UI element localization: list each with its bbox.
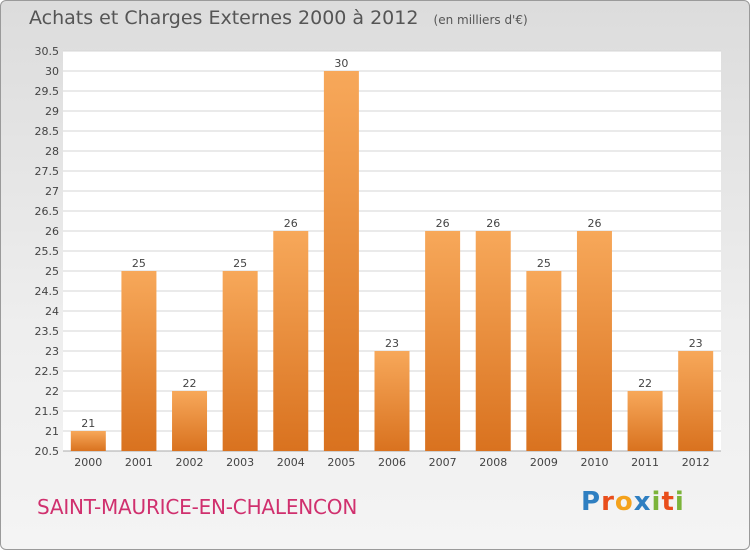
y-tick-label: 25 — [45, 265, 59, 278]
y-tick-label: 30.5 — [35, 45, 60, 58]
bar-2011 — [627, 391, 663, 451]
bar-2010 — [576, 231, 612, 451]
title-row: Achats et Charges Externes 2000 à 2012 (… — [29, 7, 528, 29]
x-tick-label-2007: 2007 — [429, 456, 457, 469]
data-label-2009: 25 — [537, 257, 551, 270]
y-tick-label: 20.5 — [35, 445, 60, 458]
y-tick-label: 27 — [45, 185, 59, 198]
data-label-2001: 25 — [132, 257, 146, 270]
logo-letter: r — [601, 487, 615, 517]
x-tick-label-2004: 2004 — [277, 456, 305, 469]
data-label-2010: 26 — [587, 217, 601, 230]
x-tick-label-2003: 2003 — [226, 456, 254, 469]
data-label-2007: 26 — [436, 217, 450, 230]
city-name: SAINT-MAURICE-EN-CHALENCON — [37, 495, 358, 519]
y-tick-label: 27.5 — [35, 165, 60, 178]
x-tick-label-2001: 2001 — [125, 456, 153, 469]
y-tick-label: 29 — [45, 105, 59, 118]
data-label-2004: 26 — [284, 217, 298, 230]
logo-letter: x — [633, 487, 652, 517]
x-tick-label-2012: 2012 — [682, 456, 710, 469]
logo-letter: t — [661, 487, 675, 517]
y-tick-label: 22.5 — [35, 365, 60, 378]
logo-letter: i — [651, 487, 662, 517]
x-tick-label-2011: 2011 — [631, 456, 659, 469]
bar-2009 — [526, 271, 562, 451]
chart-title: Achats et Charges Externes 2000 à 2012 — [29, 7, 419, 29]
proxiti-logo[interactable]: Proxiti — [581, 487, 685, 517]
bar-2003 — [222, 271, 258, 451]
x-axis-labels: 2000 2001 2002 2003 2004 2005 2006 2007 2008 2009… — [74, 456, 709, 469]
y-tick-label: 26.5 — [35, 205, 60, 218]
y-tick-label: 25.5 — [35, 245, 60, 258]
y-tick-label: 21 — [45, 425, 59, 438]
bar-2007 — [425, 231, 461, 451]
logo-letter: P — [581, 487, 602, 517]
bar-2001 — [121, 271, 157, 451]
y-tick-label: 24 — [45, 305, 59, 318]
x-tick-label-2008: 2008 — [479, 456, 507, 469]
bar-2008 — [475, 231, 511, 451]
x-tick-label-2002: 2002 — [176, 456, 204, 469]
y-tick-label: 21.5 — [35, 405, 60, 418]
x-tick-label-2000: 2000 — [74, 456, 102, 469]
y-tick-label: 30 — [45, 65, 59, 78]
y-tick-label: 23.5 — [35, 325, 60, 338]
bar-2002 — [172, 391, 208, 451]
y-tick-label: 22 — [45, 385, 59, 398]
x-tick-label-2009: 2009 — [530, 456, 558, 469]
bar-2012 — [678, 351, 714, 451]
y-tick-label: 29.5 — [35, 85, 60, 98]
data-label-2008: 26 — [486, 217, 500, 230]
y-tick-label: 24.5 — [35, 285, 60, 298]
data-label-2006: 23 — [385, 337, 399, 350]
x-tick-label-2010: 2010 — [580, 456, 608, 469]
logo-letter: i — [674, 487, 685, 517]
data-label-2000: 21 — [81, 417, 95, 430]
logo-letter: o — [614, 487, 634, 517]
x-tick-label-2005: 2005 — [327, 456, 355, 469]
y-axis-ticks: 20.5 21 21.5 22 22.5 23 23.5 24 24.5 25 25.5 26 26.5… — [35, 45, 60, 458]
chart-unit-note: (en milliers d'€) — [433, 13, 528, 27]
y-tick-label: 23 — [45, 345, 59, 358]
bar-2006 — [374, 351, 410, 451]
bar-2004 — [273, 231, 309, 451]
y-tick-label: 26 — [45, 225, 59, 238]
bar-2005 — [323, 71, 359, 451]
bars — [70, 71, 714, 451]
data-labels: 21 25 22 25 26 30 23 26 26 25 26 22 23 — [81, 57, 702, 430]
data-label-2003: 25 — [233, 257, 247, 270]
data-label-2005: 30 — [334, 57, 348, 70]
data-label-2002: 22 — [183, 377, 197, 390]
bar-2000 — [70, 431, 106, 451]
y-tick-label: 28.5 — [35, 125, 60, 138]
y-tick-label: 28 — [45, 145, 59, 158]
data-label-2011: 22 — [638, 377, 652, 390]
x-tick-label-2006: 2006 — [378, 456, 406, 469]
data-label-2012: 23 — [689, 337, 703, 350]
